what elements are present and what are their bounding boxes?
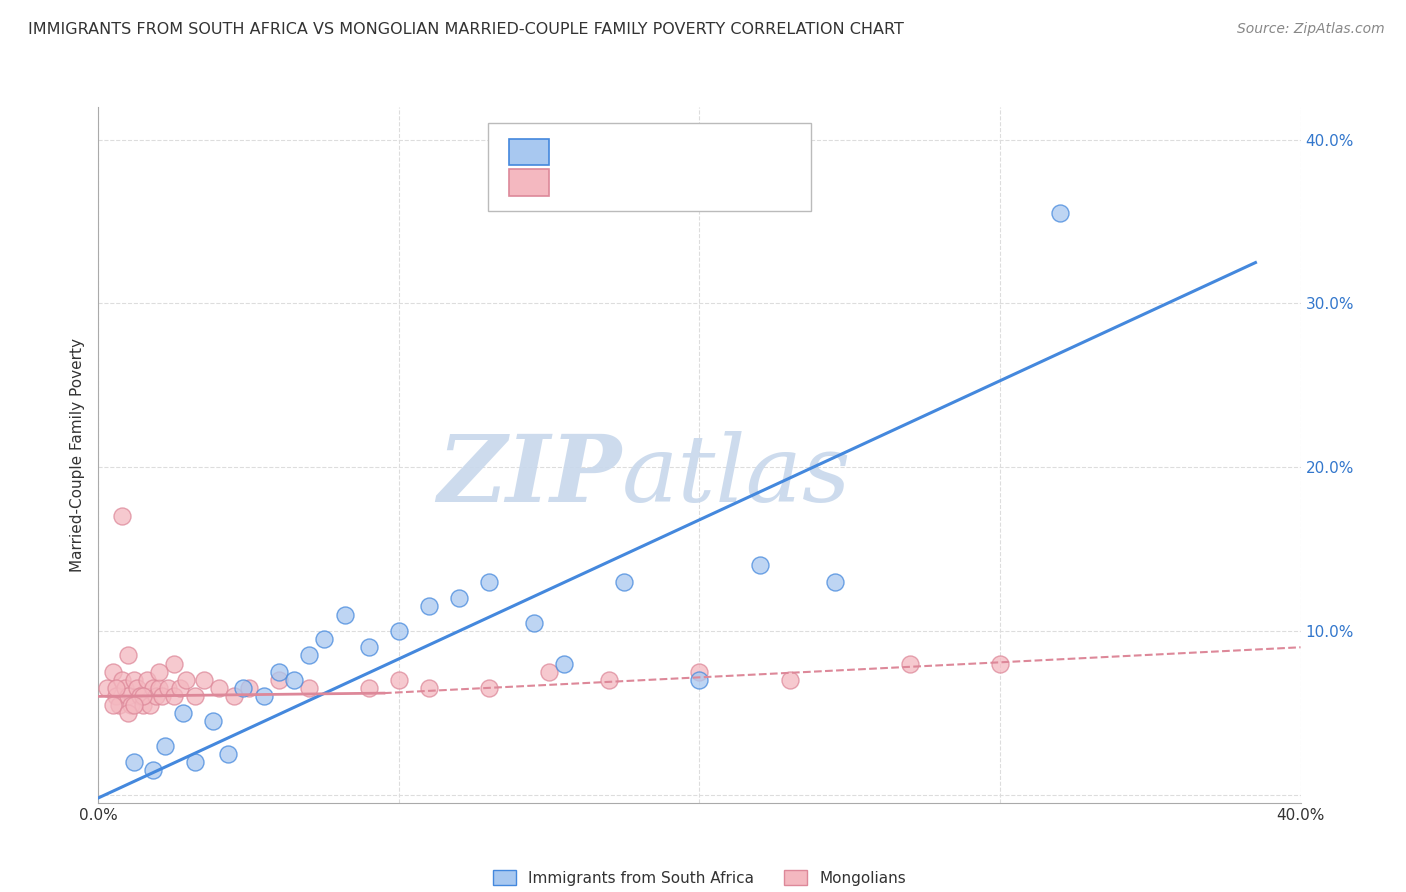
Point [298, 648, 321, 663]
Text: IMMIGRANTS FROM SOUTH AFRICA VS MONGOLIAN MARRIED-COUPLE FAMILY POVERTY CORRELAT: IMMIGRANTS FROM SOUTH AFRICA VS MONGOLIA… [28, 22, 904, 37]
Point [222, 690, 245, 704]
Point [103, 698, 125, 712]
Point [138, 698, 160, 712]
Point [150, 690, 173, 704]
Point [156, 681, 179, 696]
Point [127, 681, 149, 696]
Point [478, 574, 501, 589]
Point [117, 648, 139, 663]
Point [267, 673, 290, 687]
Point [108, 698, 131, 712]
Point [162, 690, 184, 704]
Point [523, 615, 546, 630]
Point [105, 690, 128, 704]
Point [132, 698, 155, 712]
Point [418, 681, 440, 696]
Point [333, 607, 356, 622]
Point [478, 681, 501, 696]
Point [141, 681, 163, 696]
Text: Source: ZipAtlas.com: Source: ZipAtlas.com [1237, 22, 1385, 37]
Point [96, 681, 118, 696]
Point [267, 665, 290, 679]
Point [208, 681, 231, 696]
Point [388, 624, 411, 638]
Point [824, 574, 846, 589]
Point [217, 747, 239, 761]
Text: R = 0.027: R = 0.027 [560, 173, 650, 191]
Text: N = 48: N = 48 [665, 173, 728, 191]
Text: atlas: atlas [621, 431, 851, 521]
Text: ZIP: ZIP [437, 431, 621, 521]
Point [253, 690, 276, 704]
Point [124, 673, 146, 687]
Point [232, 681, 254, 696]
Text: R = 0.786: R = 0.786 [560, 143, 650, 161]
Point [357, 640, 380, 655]
Point [283, 673, 305, 687]
Point [388, 673, 411, 687]
Text: N = 26: N = 26 [665, 143, 728, 161]
Point [183, 690, 205, 704]
Point [689, 665, 711, 679]
Point [598, 673, 620, 687]
Point [1049, 206, 1071, 220]
Point [124, 755, 146, 769]
Point [298, 681, 321, 696]
Point [105, 681, 128, 696]
Point [129, 690, 152, 704]
Point [193, 673, 215, 687]
Point [898, 657, 921, 671]
Point [357, 681, 380, 696]
Point [689, 673, 711, 687]
Point [132, 690, 155, 704]
Point [145, 690, 167, 704]
Point [121, 698, 143, 712]
Point [117, 690, 139, 704]
Point [114, 681, 136, 696]
Point [418, 599, 440, 614]
Point [117, 706, 139, 720]
Y-axis label: Married-Couple Family Poverty: Married-Couple Family Poverty [70, 338, 86, 572]
Point [174, 673, 197, 687]
Point [124, 698, 146, 712]
Point [779, 673, 801, 687]
Point [238, 681, 260, 696]
Point [111, 509, 134, 524]
Point [148, 681, 170, 696]
Point [162, 657, 184, 671]
Point [553, 657, 575, 671]
Point [312, 632, 335, 646]
Point [447, 591, 470, 606]
Point [135, 673, 157, 687]
Point [169, 681, 191, 696]
Point [538, 665, 561, 679]
Point [183, 755, 205, 769]
Point [201, 714, 224, 728]
Point [141, 763, 163, 777]
Point [748, 558, 770, 573]
Point [613, 574, 636, 589]
Legend: Immigrants from South Africa, Mongolians: Immigrants from South Africa, Mongolians [492, 870, 907, 886]
Point [988, 657, 1011, 671]
Point [103, 665, 125, 679]
Point [111, 673, 134, 687]
Point [148, 665, 170, 679]
Point [172, 706, 194, 720]
Point [153, 739, 176, 753]
